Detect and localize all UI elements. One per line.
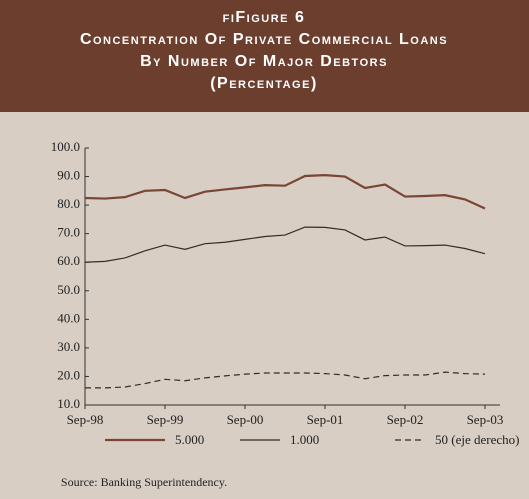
- legend-label: 1.000: [290, 432, 319, 447]
- legend-label: 5.000: [175, 432, 204, 447]
- y-tick-label: 60.0: [57, 253, 80, 268]
- line: [85, 371, 486, 389]
- x-tick-label: Sep-99: [147, 412, 184, 427]
- header: [0, 0, 529, 112]
- source: Source: Banking Superintendency.: [61, 475, 227, 489]
- y-tick-label: 70.0: [57, 225, 80, 240]
- chart-title: fiFigure 6: [223, 9, 306, 26]
- line: [84, 174, 486, 210]
- chart-title: Concentration Of Private Commercial Loan…: [80, 31, 448, 48]
- x-tick-label: Sep-00: [227, 412, 264, 427]
- y-tick-label: 100.0: [51, 139, 80, 154]
- y-tick-label: 90.0: [57, 168, 80, 183]
- y-tick-label: 80.0: [57, 196, 80, 211]
- y-tick-label: 10.0: [57, 396, 80, 411]
- x-tick-label: Sep-03: [467, 412, 504, 427]
- line: [84, 226, 486, 263]
- x-tick-label: Sep-98: [67, 412, 104, 427]
- y-tick-label: 40.0: [57, 310, 80, 325]
- x-tick-label: Sep-02: [387, 412, 424, 427]
- y-tick-label: 30.0: [57, 339, 80, 354]
- chart-title: By Number Of Major Debtors: [140, 53, 388, 70]
- x-tick-label: Sep-01: [307, 412, 344, 427]
- y-tick-label: 20.0: [57, 367, 80, 382]
- chart-title: (Percentage): [210, 75, 318, 92]
- y-tick-label: 50.0: [57, 282, 80, 297]
- legend-label: 50 (eje derecho): [435, 432, 519, 447]
